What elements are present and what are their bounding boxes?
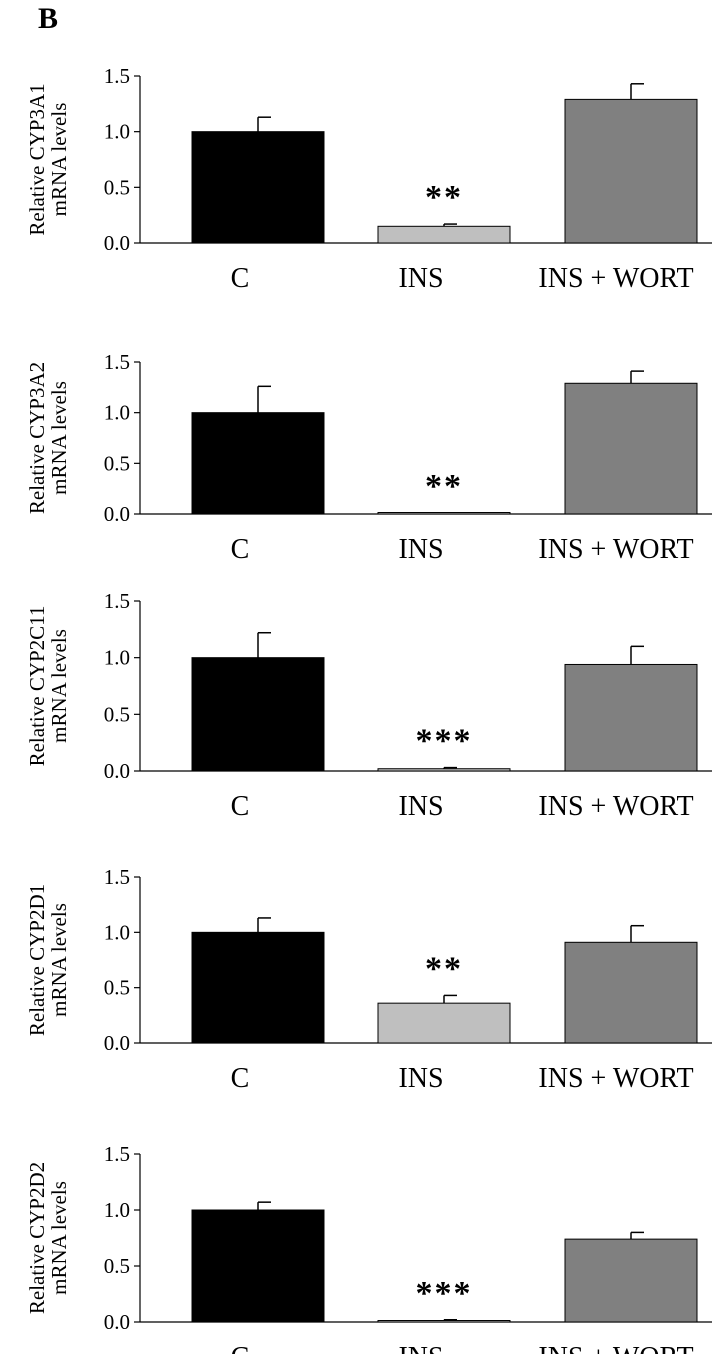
- y-axis-label-line: Relative CYP3A1: [25, 83, 49, 235]
- bar-c: [191, 931, 325, 1044]
- chart-panel-5: 0.0 0.5 1.0 1.5 Relative CYP2D2mRNA levels C *…: [25, 1142, 712, 1354]
- y-axis-label: Relative CYP2C11mRNA levels: [25, 606, 71, 767]
- y-tick-label: 0.5: [104, 451, 130, 475]
- y-axis-label: Relative CYP2D1mRNA levels: [25, 884, 71, 1036]
- y-axis-label-line: mRNA levels: [47, 903, 71, 1017]
- bar-ins-wort: [564, 1238, 698, 1323]
- category-label: INS + WORT: [538, 534, 693, 565]
- y-tick-label: 1.5: [104, 865, 130, 889]
- y-tick-label: 1.0: [104, 646, 130, 670]
- category-label: INS: [398, 263, 443, 294]
- panel-label: B: [38, 2, 59, 35]
- bar-ins: [377, 225, 511, 244]
- y-axis-label: Relative CYP3A1mRNA levels: [25, 83, 71, 235]
- chart-panel-2: 0.0 0.5 1.0 1.5 Relative CYP3A2mRNA levels C *…: [25, 350, 712, 565]
- category-label: INS + WORT: [538, 1342, 693, 1354]
- category-label: C: [231, 534, 250, 565]
- category-label: C: [231, 791, 250, 822]
- y-tick-label: 1.5: [104, 64, 130, 88]
- category-label: INS + WORT: [538, 263, 693, 294]
- y-tick-label: 0.0: [104, 231, 130, 255]
- category-label: INS + WORT: [538, 791, 693, 822]
- significance-marker: ***: [416, 723, 473, 760]
- significance-marker: **: [425, 179, 463, 216]
- chart-panel-1: 0.0 0.5 1.0 1.5 Relative CYP3A1mRNA levels C *…: [25, 64, 712, 294]
- bar-ins-wort: [564, 98, 698, 244]
- category-label: C: [231, 263, 250, 294]
- y-tick-label: 1.0: [104, 120, 130, 144]
- y-axis-label-line: Relative CYP2D2: [25, 1162, 49, 1314]
- y-tick-label: 0.5: [104, 175, 130, 199]
- y-axis-label-line: mRNA levels: [47, 381, 71, 495]
- y-axis-label: Relative CYP2D2mRNA levels: [25, 1162, 71, 1314]
- significance-marker: **: [425, 950, 463, 987]
- y-tick-label: 0.5: [104, 1254, 130, 1278]
- bar-ins-wort: [564, 663, 698, 772]
- y-tick-label: 0.0: [104, 759, 130, 783]
- y-tick-label: 1.5: [104, 589, 130, 613]
- category-label: INS: [398, 534, 443, 565]
- bar-c: [191, 657, 325, 772]
- category-label: INS: [398, 1063, 443, 1094]
- chart-panel-3: 0.0 0.5 1.0 1.5 Relative CYP2C11mRNA levels C…: [25, 589, 712, 822]
- bar-c: [191, 1209, 325, 1323]
- bar-ins: [377, 512, 511, 515]
- y-tick-label: 0.5: [104, 702, 130, 726]
- bar-c: [191, 131, 325, 244]
- y-axis-label-line: mRNA levels: [47, 1181, 71, 1295]
- y-tick-label: 0.0: [104, 1031, 130, 1055]
- category-label: INS + WORT: [538, 1063, 693, 1094]
- category-label: INS: [398, 1342, 443, 1354]
- y-tick-label: 1.0: [104, 920, 130, 944]
- y-axis-label-line: Relative CYP2C11: [25, 606, 49, 767]
- y-tick-label: 1.5: [104, 1142, 130, 1166]
- bar-ins-wort: [564, 382, 698, 515]
- category-label: C: [231, 1342, 250, 1354]
- bar-c: [191, 412, 325, 515]
- bar-ins: [377, 1002, 511, 1044]
- y-axis-label: Relative CYP3A2mRNA levels: [25, 362, 71, 514]
- category-label: C: [231, 1063, 250, 1094]
- significance-marker: ***: [416, 1275, 473, 1312]
- category-label: INS: [398, 791, 443, 822]
- chart-panel-4: 0.0 0.5 1.0 1.5 Relative CYP2D1mRNA levels C *…: [25, 865, 712, 1094]
- y-tick-label: 1.5: [104, 350, 130, 374]
- bar-ins-wort: [564, 941, 698, 1044]
- y-tick-label: 1.0: [104, 1198, 130, 1222]
- y-axis-label-line: Relative CYP3A2: [25, 362, 49, 514]
- significance-marker: **: [425, 468, 463, 505]
- bar-ins: [377, 768, 511, 772]
- y-tick-label: 0.5: [104, 976, 130, 1000]
- y-tick-label: 1.0: [104, 401, 130, 425]
- y-tick-label: 0.0: [104, 1310, 130, 1334]
- y-axis-label-line: Relative CYP2D1: [25, 884, 49, 1036]
- y-axis-label-line: mRNA levels: [47, 103, 71, 217]
- y-axis-label-line: mRNA levels: [47, 629, 71, 743]
- y-tick-label: 0.0: [104, 502, 130, 526]
